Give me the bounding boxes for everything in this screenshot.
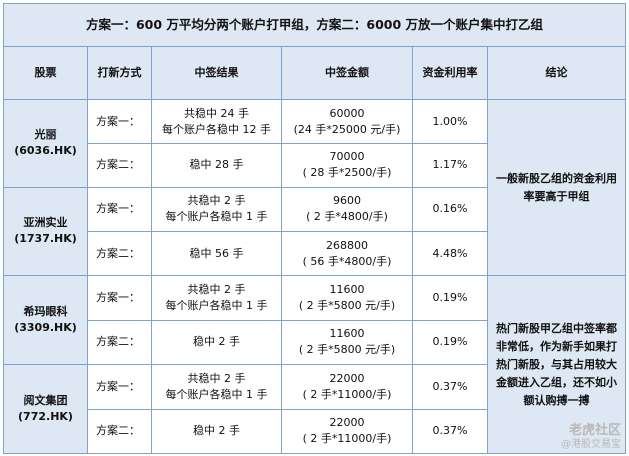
stock-name: 希玛眼科 xyxy=(23,305,68,319)
stock-code: (1737.HK) xyxy=(14,232,77,246)
header-amount: 中签金额 xyxy=(281,46,413,100)
amount-detail: ( 2 手*5800 元/手) xyxy=(298,299,396,313)
amount-cell: 22000 ( 2 手*11000/手) xyxy=(281,408,413,455)
table-row: 方案二： 稳中 56 手 268800 ( 56 手*4800/手) 4.48% xyxy=(4,230,626,277)
header-result: 中签结果 xyxy=(151,46,282,100)
result-cell: 稳中 2 手 xyxy=(151,408,282,455)
stock-code: (6036.HK) xyxy=(14,144,77,158)
amount-cell: 60000 (24 手*25000 元/手) xyxy=(281,98,413,145)
amount-value: 9600 xyxy=(333,194,361,208)
amount-cell: 22000 ( 2 手*11000/手) xyxy=(281,364,413,410)
rate-cell: 0.37% xyxy=(412,364,488,410)
result-line: 每个账户各稳中 1 手 xyxy=(165,299,268,313)
amount-cell: 11600 ( 2 手*5800 元/手) xyxy=(281,319,413,366)
header-method: 打新方式 xyxy=(87,46,152,100)
table-row: 方案二： 稳中 28 手 70000 ( 28 手*2500/手) 1.17% xyxy=(4,143,626,188)
rate-cell: 0.37% xyxy=(412,408,488,455)
result-line: 共稳中 24 手 xyxy=(184,106,249,120)
watermark-handle: @港股交易宝 xyxy=(561,439,621,450)
amount-detail: ( 2 手*11000/手) xyxy=(302,432,392,446)
header-rate: 资金利用率 xyxy=(412,46,488,100)
rate-cell: 0.19% xyxy=(412,319,488,366)
amount-value: 70000 xyxy=(329,150,365,164)
stock-code: (3309.HK) xyxy=(14,321,77,335)
result-cell: 稳中 56 手 xyxy=(151,230,282,277)
header-row: 股票 打新方式 中签结果 中签金额 资金利用率 结论 xyxy=(3,46,627,100)
amount-value: 11600 xyxy=(329,283,365,297)
conclusion-cell: 热门新股甲乙组中签率都非常低，作为新手如果打热门新股，与其占用较大金额进入乙组，… xyxy=(486,275,627,454)
amount-cell: 268800 ( 56 手*4800/手) xyxy=(281,230,413,277)
amount-value: 22000 xyxy=(329,371,365,385)
table-row: 亚洲实业 (1737.HK) 方案一： 共稳中 2 手 每个账户各稳中 1 手 … xyxy=(3,186,626,277)
method-cell: 方案一： xyxy=(87,186,152,232)
amount-value: 60000 xyxy=(329,106,365,120)
result-cell: 共稳中 2 手 每个账户各稳中 1 手 xyxy=(151,364,282,410)
amount-value: 268800 xyxy=(326,238,368,252)
result-cell: 稳中 28 手 xyxy=(151,143,282,188)
stock-cell: 亚洲实业 (1737.HK) xyxy=(3,186,88,277)
rate-cell: 0.16% xyxy=(412,186,488,232)
stock-code: (772.HK) xyxy=(18,410,73,424)
method-cell: 方案一： xyxy=(87,275,152,321)
table-row: 方案二： 稳中 2 手 22000 ( 2 手*11000/手) 0.37% xyxy=(4,408,626,455)
stock-cell: 光丽 (6036.HK) xyxy=(3,98,88,188)
result-cell: 稳中 2 手 xyxy=(151,319,282,366)
stock-name: 亚洲实业 xyxy=(23,216,68,230)
amount-cell: 9600 ( 2 手*4800/手) xyxy=(281,186,413,232)
result-cell: 共稳中 2 手 每个账户各稳中 1 手 xyxy=(151,275,282,321)
amount-detail: ( 2 手*11000/手) xyxy=(302,387,392,401)
amount-detail: ( 56 手*4800/手) xyxy=(302,254,392,268)
rate-cell: 1.00% xyxy=(412,98,488,145)
amount-value: 11600 xyxy=(329,327,365,341)
rate-cell: 4.48% xyxy=(412,230,488,277)
conclusion-cell: 一般新股乙组的资金利用率要高于甲组 xyxy=(486,98,627,277)
result-line: 每个账户各稳中 12 手 xyxy=(162,122,271,136)
rate-cell: 1.17% xyxy=(412,143,488,188)
method-cell: 方案一： xyxy=(87,98,152,145)
amount-detail: ( 28 手*2500/手) xyxy=(302,166,392,180)
watermark-community: 老虎社区 xyxy=(568,423,621,438)
watermark: 老虎社区 @港股交易宝 xyxy=(561,424,621,452)
amount-detail: ( 2 手*5800 元/手) xyxy=(298,343,396,357)
method-cell: 方案二： xyxy=(87,319,152,366)
method-cell: 方案一： xyxy=(87,364,152,410)
table-row: 光丽 (6036.HK) 方案一： 共稳中 24 手 每个账户各稳中 12 手 … xyxy=(3,98,627,277)
table-row: 方案二： 稳中 2 手 11600 ( 2 手*5800 元/手) 0.19% xyxy=(4,319,626,366)
stock-name: 光丽 xyxy=(34,128,57,142)
stock-name: 阅文集团 xyxy=(23,394,68,408)
result-line: 共稳中 2 手 xyxy=(187,283,246,297)
table-row: 希玛眼科 (3309.HK) 方案一： 共稳中 2 手 每个账户各稳中 1 手 … xyxy=(3,275,627,454)
amount-cell: 70000 ( 28 手*2500/手) xyxy=(281,143,413,188)
result-line: 共稳中 2 手 xyxy=(187,194,246,208)
header-conclusion: 结论 xyxy=(486,46,627,100)
result-line: 每个账户各稳中 1 手 xyxy=(165,210,268,224)
method-cell: 方案二： xyxy=(87,143,152,188)
table-title: 方案一：600 万平均分两个账户打甲组，方案二：6000 万放一个账户集中打乙组 xyxy=(2,2,627,48)
rate-cell: 0.19% xyxy=(412,275,488,321)
amount-cell: 11600 ( 2 手*5800 元/手) xyxy=(281,275,413,321)
result-cell: 共稳中 2 手 每个账户各稳中 1 手 xyxy=(151,186,282,232)
result-cell: 共稳中 24 手 每个账户各稳中 12 手 xyxy=(151,98,282,145)
result-line: 每个账户各稳中 1 手 xyxy=(165,387,268,401)
amount-detail: (24 手*25000 元/手) xyxy=(293,122,401,136)
amount-detail: ( 2 手*4800/手) xyxy=(306,210,388,224)
table-row: 阅文集团 (772.HK) 方案一： 共稳中 2 手 每个账户各稳中 1 手 2… xyxy=(3,364,626,454)
header-stock: 股票 xyxy=(3,46,88,100)
method-cell: 方案二： xyxy=(87,408,152,455)
method-cell: 方案二： xyxy=(87,230,152,277)
stock-cell: 阅文集团 (772.HK) xyxy=(3,364,88,454)
amount-value: 22000 xyxy=(329,416,365,430)
stock-cell: 希玛眼科 (3309.HK) xyxy=(3,275,88,366)
result-line: 共稳中 2 手 xyxy=(187,371,246,385)
